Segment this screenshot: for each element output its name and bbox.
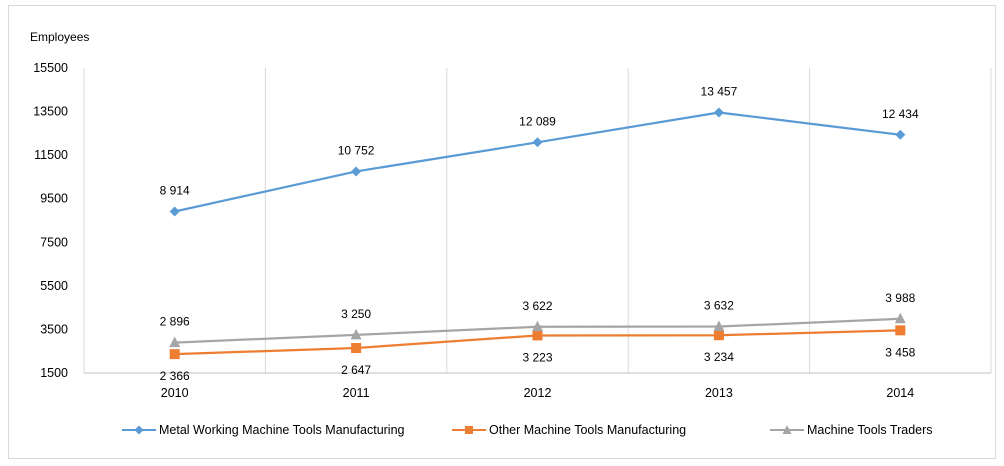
- x-tick-label: 2012: [524, 386, 552, 400]
- data-label: 3 234: [704, 350, 734, 364]
- data-point: [351, 343, 362, 354]
- legend-item-metal-working: Metal Working Machine Tools Manufacturin…: [122, 423, 405, 437]
- data-point: [169, 349, 180, 360]
- data-point: [532, 137, 543, 148]
- legend-marker-square-icon: [452, 426, 486, 434]
- data-label: 3 988: [885, 291, 915, 305]
- legend-item-traders: Machine Tools Traders: [770, 423, 933, 437]
- x-tick-label: 2011: [343, 386, 370, 400]
- y-tick-label: 5500: [40, 279, 68, 293]
- data-label: 13 457: [701, 85, 738, 99]
- chart-frame: [8, 5, 996, 459]
- data-label: 3 223: [522, 350, 552, 364]
- legend: Metal Working Machine Tools Manufacturin…: [0, 423, 1004, 445]
- y-tick-label: 11500: [34, 148, 68, 162]
- data-point: [713, 320, 725, 332]
- data-label: 2 366: [160, 369, 190, 383]
- x-tick-label: 2010: [161, 386, 189, 400]
- data-label: 2 896: [160, 315, 190, 329]
- x-tick-label: 2013: [705, 386, 733, 400]
- y-tick-label: 3500: [40, 322, 68, 336]
- legend-label: Machine Tools Traders: [807, 423, 933, 437]
- data-label: 12 089: [519, 114, 556, 128]
- y-axis-title: Employees: [30, 30, 90, 44]
- line-chart: 1500 3500 5500 7500 9500 11500 13500 15500 2010 2…: [33, 61, 992, 400]
- data-point: [532, 320, 543, 332]
- data-label: 3 622: [522, 299, 552, 313]
- data-point: [894, 312, 906, 324]
- legend-label: Other Machine Tools Manufacturing: [489, 423, 687, 437]
- y-tick-label: 1500: [40, 366, 68, 380]
- data-point: [713, 330, 724, 341]
- legend-marker-triangle-icon: [770, 425, 804, 434]
- data-label: 3 458: [885, 345, 915, 359]
- data-point: [532, 330, 543, 341]
- y-tick-label: 13500: [33, 105, 68, 119]
- data-point: [895, 325, 906, 336]
- legend-item-other-machine-tools: Other Machine Tools Manufacturing: [452, 423, 686, 437]
- data-point: [169, 336, 181, 348]
- data-point: [350, 328, 362, 340]
- data-point: [351, 166, 362, 177]
- data-label: 10 752: [338, 143, 375, 157]
- x-tick-label: 2014: [886, 386, 914, 400]
- data-label: 8 914: [160, 183, 190, 197]
- data-label: 12 434: [882, 107, 919, 121]
- data-label: 2 647: [341, 363, 371, 377]
- y-tick-label: 7500: [40, 235, 68, 249]
- legend-marker-diamond-icon: [122, 425, 156, 435]
- data-label: 3 632: [704, 299, 734, 313]
- y-tick-label: 9500: [40, 192, 68, 206]
- y-tick-label: 15500: [33, 61, 68, 75]
- data-point: [713, 107, 724, 118]
- data-label: 3 250: [341, 307, 371, 321]
- data-point: [895, 129, 906, 140]
- data-point: [169, 206, 180, 217]
- legend-label: Metal Working Machine Tools Manufacturin…: [159, 423, 405, 437]
